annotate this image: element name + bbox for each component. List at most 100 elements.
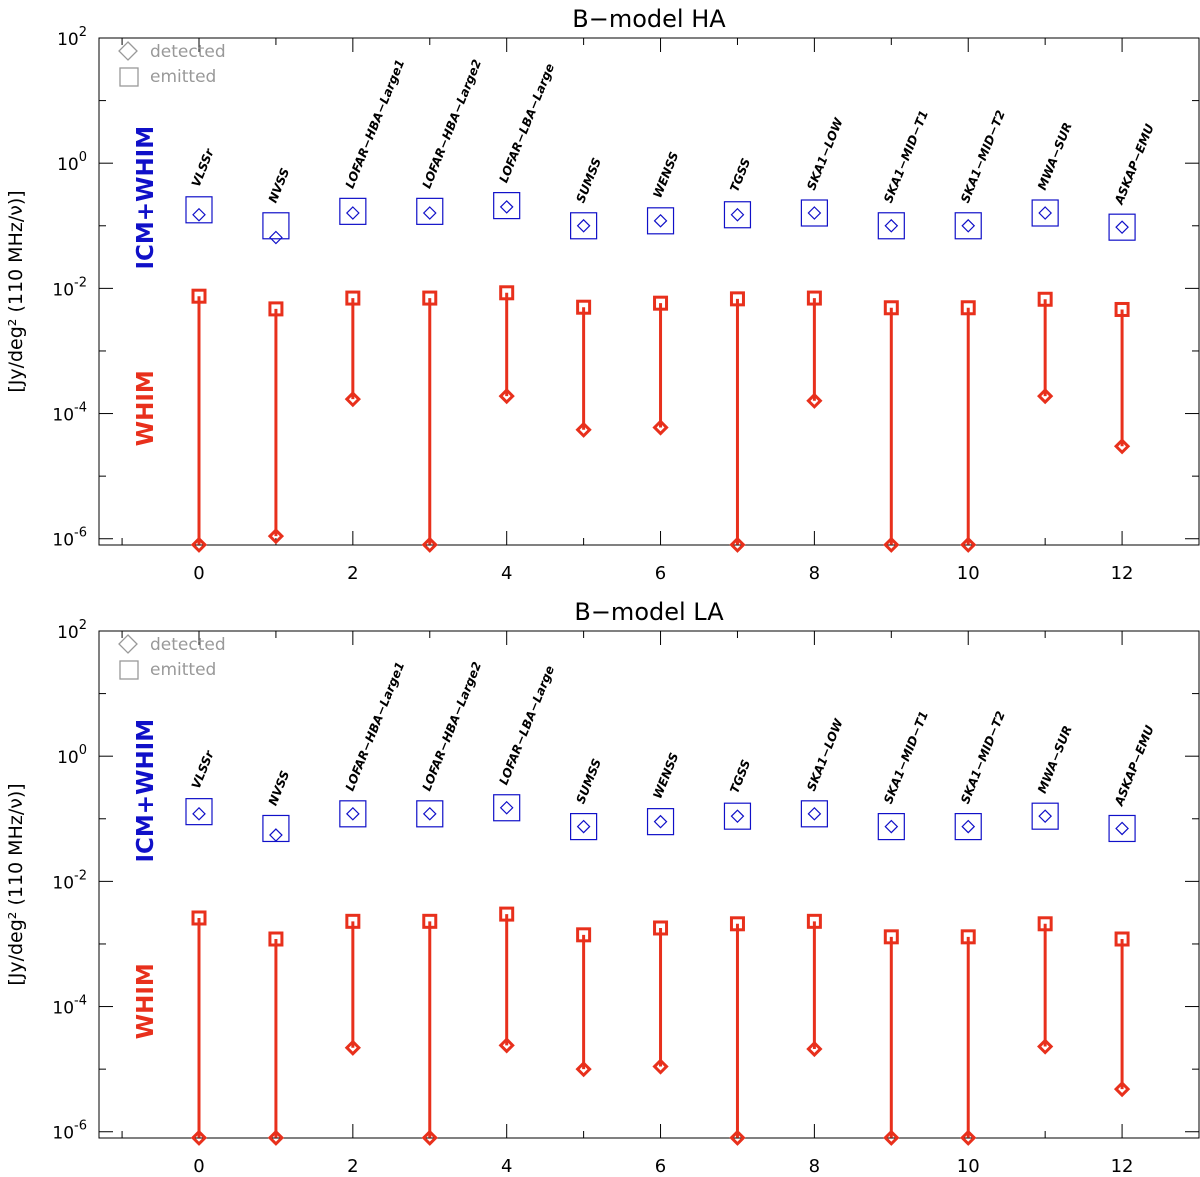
whim-detected-marker xyxy=(421,536,438,553)
whim-detected-marker xyxy=(267,1129,285,1146)
x-tick-label: 10 xyxy=(957,1156,980,1173)
whim-emitted-marker xyxy=(806,913,822,929)
icm-whim-emitted-marker xyxy=(1031,199,1059,227)
legend-diamond-icon xyxy=(118,634,138,654)
whim-emitted-marker xyxy=(883,929,899,945)
region-label-icm-whim: ICM+WHIM xyxy=(133,719,159,863)
icm-whim-emitted-marker xyxy=(954,812,982,841)
icm-whim-detected-marker xyxy=(269,230,283,245)
whim-detected-marker xyxy=(1113,1080,1131,1098)
whim-detected-marker xyxy=(883,536,900,553)
whim-detected-marker xyxy=(267,528,285,545)
icm-whim-detected-marker xyxy=(807,206,822,220)
whim-emitted-marker xyxy=(1037,916,1053,932)
icm-whim-emitted-marker xyxy=(185,798,213,826)
icm-whim-emitted-marker xyxy=(416,197,444,225)
legend-detected-label: detected xyxy=(150,635,226,655)
whim-detected-marker xyxy=(1037,387,1054,405)
y-tick-label: 100 xyxy=(57,743,87,768)
icm-whim-detected-marker xyxy=(499,200,514,214)
whim-emitted-marker xyxy=(1114,301,1130,317)
legend-emitted-label: emitted xyxy=(150,67,216,87)
whim-emitted-marker xyxy=(960,300,976,316)
whim-emitted-marker xyxy=(729,291,745,307)
icm-whim-emitted-marker xyxy=(723,201,752,229)
icm-whim-emitted-marker xyxy=(416,800,444,828)
whim-detected-marker xyxy=(190,1129,208,1146)
icm-whim-emitted-marker xyxy=(723,802,752,830)
icm-whim-emitted-marker xyxy=(1031,802,1059,830)
icm-whim-emitted-marker xyxy=(262,212,290,240)
whim-detected-marker xyxy=(344,391,361,408)
whim-detected-marker xyxy=(806,392,823,409)
region-label-whim: WHIM xyxy=(133,963,159,1039)
x-tick-label: 10 xyxy=(957,563,980,584)
y-tick-label: 10-6 xyxy=(52,1119,87,1144)
y-tick-label: 10-6 xyxy=(52,526,87,551)
whim-emitted-marker xyxy=(1037,291,1053,307)
icm-whim-detected-marker xyxy=(576,218,591,233)
x-tick-label: 2 xyxy=(347,563,358,584)
y-tick-label: 10-4 xyxy=(52,401,87,426)
whim-emitted-marker xyxy=(499,906,515,922)
icm-whim-emitted-marker xyxy=(1108,814,1136,843)
icm-whim-detected-marker xyxy=(1038,809,1053,824)
icm-whim-detected-marker xyxy=(961,819,976,834)
x-tick-label: 6 xyxy=(655,1156,666,1173)
icm-whim-emitted-marker xyxy=(877,212,905,240)
chart-title: B−model HA xyxy=(572,5,726,33)
whim-emitted-marker xyxy=(883,300,899,316)
whim-detected-marker xyxy=(729,1129,746,1146)
x-tick-label: 12 xyxy=(1111,1156,1134,1173)
legend-diamond-icon xyxy=(118,41,138,61)
whim-detected-marker xyxy=(960,1129,977,1146)
whim-detected-marker xyxy=(729,536,746,553)
x-tick-label: 4 xyxy=(501,563,512,584)
legend-detected-label: detected xyxy=(150,42,226,62)
whim-detected-marker xyxy=(421,1129,438,1146)
whim-emitted-marker xyxy=(422,290,438,306)
icm-whim-detected-marker xyxy=(576,819,591,834)
y-tick-label: 10-2 xyxy=(52,275,87,300)
icm-whim-emitted-marker xyxy=(570,212,598,240)
whim-detected-marker xyxy=(498,387,515,405)
icm-whim-detected-marker xyxy=(884,218,899,233)
icm-whim-detected-marker xyxy=(653,814,668,829)
whim-detected-marker xyxy=(1037,1038,1054,1055)
x-tick-label: 2 xyxy=(347,1156,358,1173)
y-tick-label: 10-2 xyxy=(52,868,87,893)
y-tick-label: 102 xyxy=(57,618,87,643)
whim-detected-marker xyxy=(652,419,669,436)
x-tick-label: 4 xyxy=(501,1156,512,1173)
whim-detected-marker xyxy=(652,1058,669,1075)
icm-whim-emitted-marker xyxy=(954,212,982,240)
icm-whim-detected-marker xyxy=(422,806,437,821)
whim-emitted-marker xyxy=(268,301,284,317)
whim-emitted-marker xyxy=(729,916,745,932)
icm-whim-emitted-marker xyxy=(493,794,521,822)
icm-whim-emitted-marker xyxy=(185,196,213,224)
whim-emitted-marker xyxy=(268,931,284,947)
icm-whim-emitted-marker xyxy=(877,812,905,841)
icm-whim-detected-marker xyxy=(1038,206,1053,220)
plot-frame xyxy=(98,37,1200,546)
legend-square-icon xyxy=(119,660,139,680)
whim-emitted-marker xyxy=(653,295,669,311)
icm-whim-emitted-marker xyxy=(1108,213,1136,241)
whim-detected-marker xyxy=(344,1039,361,1056)
legend-square-icon xyxy=(119,67,139,87)
whim-emitted-marker xyxy=(1114,931,1130,947)
icm-whim-detected-marker xyxy=(345,206,360,220)
x-tick-label: 8 xyxy=(809,1156,820,1173)
x-tick-label: 12 xyxy=(1111,563,1134,584)
icm-whim-detected-marker xyxy=(345,806,360,821)
icm-whim-detected-marker xyxy=(269,828,283,842)
whim-emitted-marker xyxy=(653,920,669,936)
icm-whim-emitted-marker xyxy=(493,192,521,220)
whim-emitted-marker xyxy=(499,285,515,301)
x-tick-label: 0 xyxy=(193,563,204,584)
whim-emitted-marker xyxy=(960,929,976,945)
icm-whim-detected-marker xyxy=(192,806,206,821)
